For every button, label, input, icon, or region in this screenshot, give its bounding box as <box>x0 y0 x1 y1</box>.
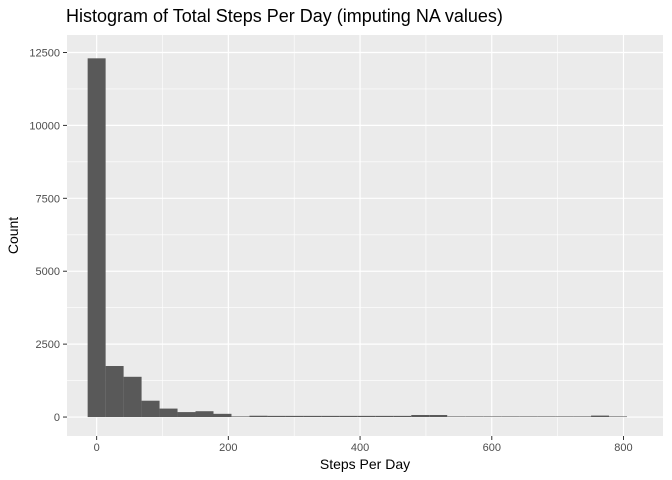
y-tick-label: 12500 <box>29 47 60 59</box>
histogram-bar <box>249 415 268 418</box>
histogram-bar <box>609 416 628 418</box>
histogram-bar <box>177 412 196 418</box>
y-tick-label: 2500 <box>36 339 60 351</box>
histogram-bar <box>321 415 340 418</box>
histogram-bar <box>123 376 142 418</box>
histogram-bar <box>393 415 412 418</box>
histogram-bar <box>231 416 250 418</box>
histogram-bar <box>195 411 214 418</box>
x-tick-label: 0 <box>94 442 100 454</box>
histogram-bar <box>465 416 484 418</box>
histogram-bar <box>411 415 430 418</box>
histogram-bar <box>429 415 448 418</box>
histogram-bar <box>357 415 376 418</box>
histogram-bars <box>87 58 628 418</box>
histogram-bar <box>285 415 304 418</box>
histogram-bar <box>213 413 232 418</box>
histogram-bar <box>105 366 124 418</box>
histogram-bar <box>159 408 178 418</box>
y-tick-label: 0 <box>54 412 60 424</box>
histogram-bar <box>339 415 358 418</box>
major-gridlines <box>67 35 663 436</box>
y-tick-label: 10000 <box>29 120 60 132</box>
y-tick-label: 5000 <box>36 266 60 278</box>
histogram-bar <box>537 416 556 418</box>
y-axis-ticks: 0 2500 5000 7500 10000 12500 <box>29 47 67 424</box>
chart-title: Histogram of Total Steps Per Day (imputi… <box>66 6 503 26</box>
histogram-bar <box>591 415 610 418</box>
histogram-bar <box>141 400 160 418</box>
x-tick-label: 200 <box>219 442 237 454</box>
plot-panel <box>67 35 663 436</box>
histogram-bar <box>519 416 538 418</box>
x-axis-ticks: 0 200 400 600 800 <box>94 436 633 454</box>
histogram-bar <box>375 415 394 418</box>
minor-gridlines <box>67 35 663 436</box>
x-axis-title: Steps Per Day <box>320 456 410 472</box>
histogram-bar <box>555 416 574 418</box>
histogram-bar <box>573 416 592 418</box>
histogram-bar <box>447 416 466 418</box>
x-tick-label: 600 <box>483 442 501 454</box>
x-tick-label: 400 <box>351 442 369 454</box>
histogram-bar <box>501 416 520 418</box>
histogram-bar <box>87 58 106 418</box>
y-tick-label: 7500 <box>36 193 60 205</box>
y-axis-title: Count <box>5 217 21 254</box>
histogram-bar <box>483 416 502 418</box>
histogram-bar <box>303 415 322 418</box>
x-tick-label: 800 <box>614 442 632 454</box>
histogram-bar <box>267 415 286 418</box>
